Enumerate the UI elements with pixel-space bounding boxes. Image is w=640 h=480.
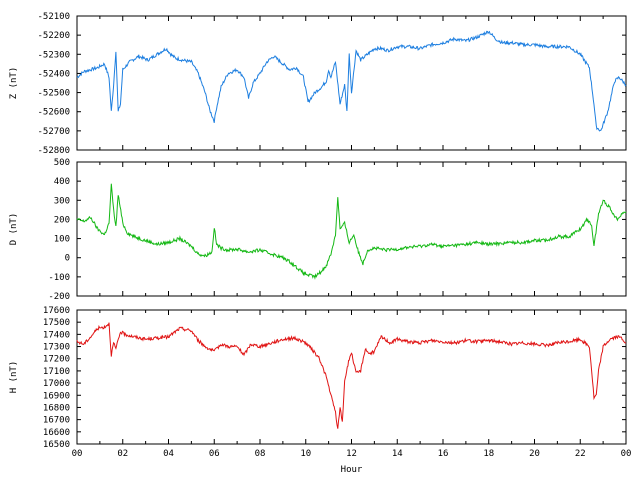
y-tick-label: -200 (48, 292, 70, 302)
y-tick-label: -52700 (37, 127, 70, 137)
y-tick-label: 17600 (43, 306, 70, 316)
x-tick-label: 04 (163, 449, 174, 459)
panel-1: 500 400 300 200 100 0 -100 -200 D (nT) (9, 158, 627, 302)
y-axis-label: D (nT) (9, 213, 19, 246)
plot-frame (76, 161, 627, 297)
x-tick-label: 20 (529, 449, 540, 459)
y-tick-label: 400 (54, 177, 70, 187)
y-tick-label: 100 (54, 235, 70, 245)
x-tick-label: 14 (392, 449, 403, 459)
y-tick-label: -52200 (37, 31, 70, 41)
x-tick-label: 02 (117, 449, 128, 459)
y-tick-label: 17500 (43, 318, 70, 328)
x-tick-label: 06 (209, 449, 220, 459)
y-tick-label: 16900 (43, 391, 70, 401)
y-tick-label: 17000 (43, 379, 70, 389)
y-tick-label: 0 (65, 254, 70, 264)
y-tick-label: 300 (54, 196, 70, 206)
x-tick-label: 10 (300, 449, 311, 459)
y-tick-label: 17200 (43, 355, 70, 365)
y-tick-label: 17100 (43, 367, 70, 377)
x-tick-label: 16 (438, 449, 449, 459)
y-tick-label: 16600 (43, 428, 70, 438)
series-line (76, 183, 627, 280)
panel-0: -52100 -52200 -52300 -52400 -52500 -52600 -527… (9, 12, 627, 156)
y-axis-label: Z (nT) (9, 67, 19, 100)
series-line (76, 322, 627, 429)
plot-frame (76, 15, 627, 151)
series-line (76, 30, 627, 132)
x-tick-label: 22 (575, 449, 586, 459)
y-tick-label: -100 (48, 273, 70, 283)
x-tick-label: 00 (621, 449, 632, 459)
y-tick-label: -52600 (37, 108, 70, 118)
x-tick-label: 12 (346, 449, 357, 459)
y-tick-label: 16800 (43, 403, 70, 413)
x-tick-label: 00 (72, 449, 83, 459)
plot-frame (76, 309, 627, 445)
y-tick-label: -52800 (37, 146, 70, 156)
y-tick-label: -52500 (37, 89, 70, 99)
x-axis-label: Hour (341, 465, 363, 475)
panel-2: 17600 17500 17400 17300 17200 17100 17000 16900… (9, 306, 631, 475)
y-tick-label: 200 (54, 215, 70, 225)
y-tick-label: 16700 (43, 416, 70, 426)
y-tick-label: 17300 (43, 343, 70, 353)
x-tick-label: 08 (255, 449, 266, 459)
y-tick-label: -52400 (37, 69, 70, 79)
y-tick-label: -52300 (37, 50, 70, 60)
y-tick-label: 16500 (43, 440, 70, 450)
y-axis-label: H (nT) (9, 361, 19, 394)
y-tick-label: 500 (54, 158, 70, 168)
y-tick-label: 17400 (43, 330, 70, 340)
y-tick-label: -52100 (37, 12, 70, 22)
x-tick-label: 18 (483, 449, 494, 459)
